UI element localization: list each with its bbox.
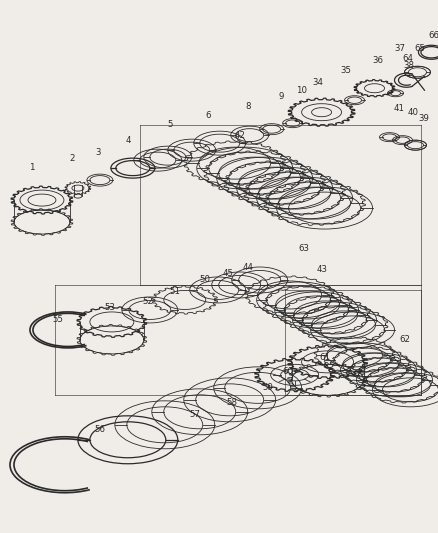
Text: 4: 4 [125, 136, 130, 144]
Text: 41: 41 [393, 104, 404, 112]
Text: 62: 62 [398, 335, 409, 344]
Text: 60: 60 [282, 367, 293, 376]
Text: 39: 39 [417, 114, 428, 123]
Text: 59: 59 [261, 383, 272, 392]
Text: 34: 34 [311, 78, 322, 87]
Text: 38: 38 [402, 61, 413, 70]
Text: 6: 6 [205, 111, 210, 120]
Text: 40: 40 [407, 108, 418, 117]
Text: 56: 56 [94, 425, 105, 434]
Text: 63: 63 [297, 244, 308, 253]
Text: 10: 10 [296, 86, 307, 95]
Text: 3: 3 [95, 148, 100, 157]
Text: 45: 45 [222, 270, 233, 278]
Text: 36: 36 [371, 56, 382, 65]
Text: 8: 8 [244, 102, 250, 111]
Text: 5: 5 [166, 120, 172, 128]
Text: 66: 66 [427, 31, 438, 40]
Text: 44: 44 [242, 263, 253, 272]
Text: 35: 35 [339, 66, 350, 75]
Text: 1: 1 [29, 163, 35, 172]
Text: 51: 51 [169, 287, 180, 296]
Text: 43: 43 [315, 265, 326, 274]
Text: 2: 2 [69, 154, 74, 163]
Text: 9: 9 [278, 92, 284, 101]
Text: 42: 42 [233, 131, 245, 140]
Text: 61: 61 [318, 353, 329, 362]
Text: 57: 57 [189, 410, 200, 419]
Text: 50: 50 [199, 276, 210, 285]
Text: 64: 64 [401, 54, 412, 63]
Text: 58: 58 [226, 398, 237, 407]
Text: 37: 37 [393, 44, 404, 53]
Text: 55: 55 [52, 316, 63, 325]
Text: 53: 53 [104, 303, 115, 312]
Text: 65: 65 [413, 44, 424, 53]
Text: 52: 52 [142, 297, 153, 306]
